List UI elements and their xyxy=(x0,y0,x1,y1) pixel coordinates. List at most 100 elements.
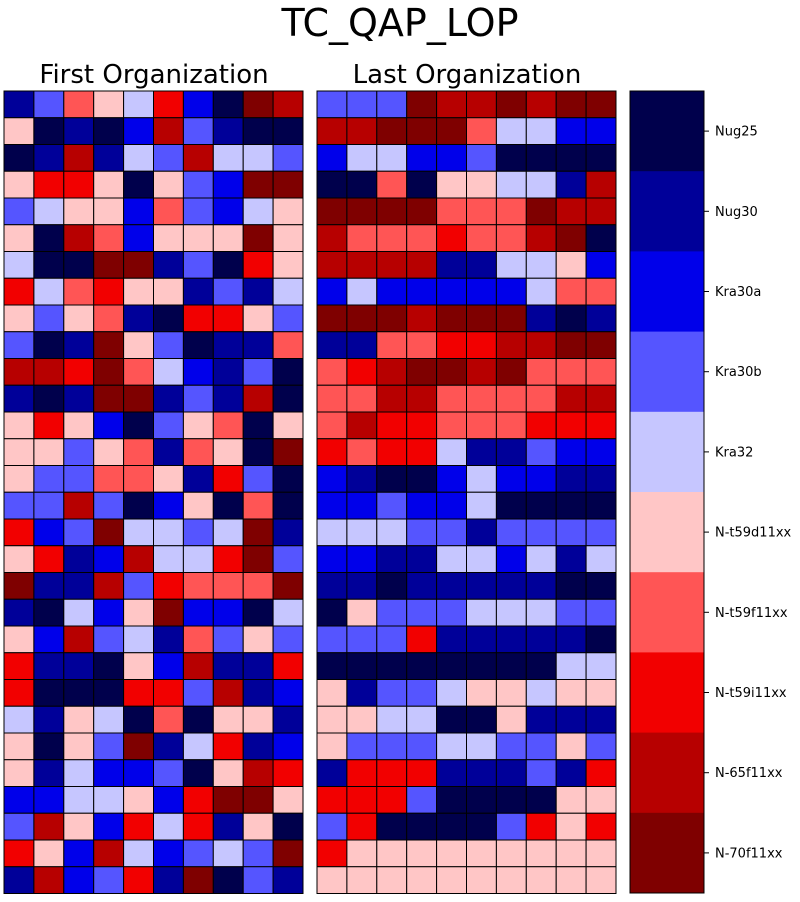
heatmap-cell xyxy=(3,491,35,520)
heatmap-cell xyxy=(466,705,497,734)
heatmap-cell xyxy=(495,438,527,466)
heatmap-cell xyxy=(555,170,587,199)
heatmap-cell xyxy=(585,384,617,413)
heatmap-cell xyxy=(153,491,184,520)
heatmap-cell xyxy=(585,304,617,333)
heatmap-cell xyxy=(585,491,617,520)
heatmap-cell xyxy=(33,277,65,306)
colorbar-tick-label: Kra32 xyxy=(715,445,753,460)
heatmap-cell xyxy=(93,518,125,547)
heatmap-cell xyxy=(376,598,408,627)
heatmap-cell xyxy=(33,545,65,573)
heatmap-cell xyxy=(33,384,65,413)
heatmap-cell xyxy=(555,277,587,306)
heatmap-cell xyxy=(525,465,557,493)
heatmap-cell xyxy=(272,117,304,145)
heatmap-cell xyxy=(436,438,468,466)
heatmap-cell xyxy=(436,679,468,707)
heatmap-cell xyxy=(63,572,95,600)
heatmap-cell xyxy=(153,705,184,734)
heatmap-cell xyxy=(376,384,408,413)
heatmap-cell xyxy=(316,491,348,520)
heatmap-cell xyxy=(406,759,438,787)
heatmap-cell xyxy=(123,625,154,654)
heatmap-cell xyxy=(93,170,125,199)
heatmap-cell xyxy=(272,518,304,547)
heatmap-frame xyxy=(3,90,304,894)
heatmap-cell xyxy=(63,465,95,493)
heatmap-cell xyxy=(182,224,214,252)
heatmap-cell xyxy=(242,759,274,787)
heatmap-cell xyxy=(346,491,378,520)
colorbar-tick-label: N-65f11xx xyxy=(715,766,783,781)
heatmap-cell xyxy=(346,438,378,466)
heatmap-cell xyxy=(436,251,468,279)
heatmap-cell xyxy=(33,144,65,172)
heatmap-cell xyxy=(525,786,557,814)
heatmap-cell xyxy=(466,384,497,413)
heatmap-cell xyxy=(63,786,95,814)
heatmap-cell xyxy=(93,197,125,226)
heatmap-cell xyxy=(376,545,408,573)
heatmap-cell xyxy=(585,518,617,547)
heatmap-cell xyxy=(555,251,587,279)
heatmap-cell xyxy=(242,625,274,654)
heatmap-cell xyxy=(525,491,557,520)
heatmap-cell xyxy=(585,251,617,279)
heatmap-cell xyxy=(3,839,35,868)
heatmap-cell xyxy=(153,117,184,145)
heatmap-cell xyxy=(406,384,438,413)
heatmap-cell xyxy=(212,705,244,734)
heatmap-cell xyxy=(93,812,125,841)
heatmap-cell xyxy=(316,866,348,894)
heatmap-cell xyxy=(182,839,214,868)
heatmap-cell xyxy=(63,90,95,119)
heatmap-cell xyxy=(436,491,468,520)
heatmap-cell xyxy=(316,518,348,547)
heatmap-cell xyxy=(555,358,587,386)
heatmap-cell xyxy=(242,224,274,252)
heatmap-cell xyxy=(182,144,214,172)
heatmap-cell xyxy=(466,465,497,493)
heatmap-cell xyxy=(123,732,154,761)
heatmap-cell xyxy=(153,170,184,199)
heatmap-cell xyxy=(63,491,95,520)
heatmap-cell xyxy=(182,545,214,573)
heatmap-cell xyxy=(346,144,378,172)
heatmap-cell xyxy=(212,277,244,306)
heatmap-cell xyxy=(466,277,497,306)
heatmap-cell xyxy=(182,812,214,841)
heatmap-cell xyxy=(555,144,587,172)
heatmap-cell xyxy=(182,304,214,333)
heatmap-cell xyxy=(212,438,244,466)
heatmap-cell xyxy=(495,465,527,493)
heatmap-panel-first-organization xyxy=(3,90,304,894)
heatmap-cell xyxy=(63,251,95,279)
heatmap-cell xyxy=(182,866,214,894)
heatmap-cell xyxy=(63,732,95,761)
heatmap-cell xyxy=(466,144,497,172)
heatmap-cell xyxy=(525,251,557,279)
heatmap-cell xyxy=(316,384,348,413)
heatmap-cell xyxy=(406,90,438,119)
colorbar-segment xyxy=(630,652,704,734)
heatmap-cell xyxy=(406,652,438,680)
heatmap-cell xyxy=(3,465,35,493)
heatmap-cell xyxy=(555,491,587,520)
heatmap-cell xyxy=(555,839,587,868)
heatmap-cell xyxy=(495,759,527,787)
heatmap-cell xyxy=(436,518,468,547)
heatmap-cell xyxy=(585,197,617,226)
heatmap-cell xyxy=(153,839,184,868)
heatmap-cell xyxy=(316,759,348,787)
heatmap-cell xyxy=(272,411,304,440)
heatmap-cell xyxy=(33,572,65,600)
heatmap-cell xyxy=(153,518,184,547)
colorbar-tick-label: Kra30b xyxy=(715,365,762,380)
heatmap-cell xyxy=(63,679,95,707)
panel-title-first: First Organization xyxy=(39,60,268,90)
heatmap-cell xyxy=(212,117,244,145)
heatmap-cell xyxy=(406,358,438,386)
heatmap-cell xyxy=(272,866,304,894)
heatmap-cell xyxy=(3,759,35,787)
